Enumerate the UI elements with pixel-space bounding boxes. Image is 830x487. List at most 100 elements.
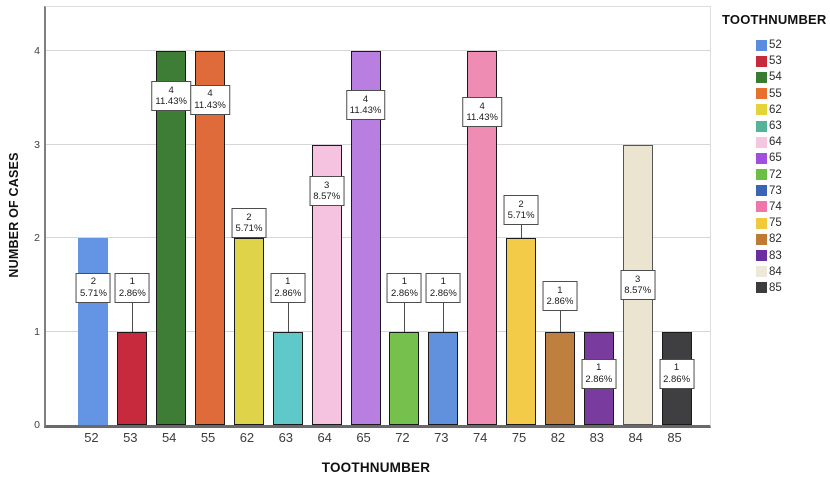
bar-percent-55: 11.43% [194,99,226,111]
bar-count-73: 1 [440,276,446,288]
legend-label-74: 74 [769,200,782,213]
bar-62 [233,238,264,425]
bar-label-53: 1 2.86% [114,272,150,303]
bar-label-84: 3 8.57% [620,269,656,300]
category-slot-55: 4 11.43% [190,7,230,425]
legend-label-64: 64 [769,136,782,149]
gridline-y-4 [46,50,710,51]
legend-swatch-65 [756,152,767,164]
bar-label-74: 4 11.43% [462,96,502,127]
bar-label-63: 1 2.86% [270,272,306,303]
x-tick-label-52: 52 [84,430,99,445]
bar-73 [428,331,459,425]
legend-swatch-64 [756,136,767,148]
category-slot-63: 1 2.86% [268,7,307,425]
legend-title: TOOTHNUMBER [722,12,827,27]
bar-label-83: 1 2.86% [581,358,617,389]
legend-swatch-52 [756,39,767,51]
bar-label-75: 2 5.71% [503,194,539,225]
x-tick-label-64: 64 [317,430,332,445]
legend-swatch-83 [756,250,767,262]
x-tick-label-84: 84 [628,430,643,445]
bar-percent-82: 2.86% [546,295,574,307]
legend-label-83: 83 [769,249,782,262]
bar-percent-62: 5.71% [235,223,263,235]
bar-53 [117,331,148,425]
bar-percent-64: 8.57% [313,191,341,203]
bar-75 [506,238,537,425]
legend-label-52: 52 [769,39,782,52]
bar-count-74: 4 [479,100,485,112]
bar-count-63: 1 [285,276,291,288]
legend-label-55: 55 [769,87,782,100]
legend-label-65: 65 [769,152,782,165]
bar-percent-73: 2.86% [429,287,457,299]
legend-swatch-53 [756,55,767,67]
bar-percent-74: 11.43% [466,111,498,123]
legend-swatch-82 [756,233,767,245]
category-slot-54: 4 11.43% [151,7,191,425]
bar-label-82: 1 2.86% [542,280,578,311]
category-slot-83: 1 2.86% [579,7,618,425]
legend-label-63: 63 [769,120,782,133]
legend-item-65: 65 [706,150,828,166]
bar-count-84: 3 [635,273,641,285]
bar-52 [78,238,109,425]
legend-swatch-54 [756,71,767,83]
bar-count-64: 3 [324,180,330,192]
bar-percent-54: 11.43% [155,95,187,107]
legend-item-63: 63 [706,118,828,134]
x-axis-title: TOOTHNUMBER [321,460,431,475]
legend-item-55: 55 [706,86,828,102]
bar-label-leader-53 [132,302,134,332]
legend-label-82: 82 [769,233,782,246]
y-tick-label-3: 3 [34,138,40,151]
bar-label-leader-63 [287,302,289,332]
legend-item-74: 74 [706,199,828,215]
category-slot-64: 3 8.57% [307,7,346,425]
bar-count-62: 2 [246,211,252,223]
bar-count-85: 1 [673,362,680,374]
y-tick-label-2: 2 [34,232,40,244]
legend-item-84: 84 [706,264,828,280]
bar-percent-53: 2.86% [118,287,146,299]
x-tick-label-73: 73 [434,430,449,445]
category-slot-53: 1 2.86% [113,7,152,425]
bar-count-53: 1 [129,276,135,288]
bar-percent-52: 5.71% [79,287,107,299]
bar-percent-83: 2.86% [585,373,613,385]
x-tick-label-83: 83 [589,430,605,445]
bar-count-82: 1 [557,284,563,296]
plot-area: 0 1 2 3 4 2 5.71% 1 2.86% 4 11.43% 4 11.43% 2 5.71% 1 2.… [34,6,711,431]
category-slot-85: 1 2.86% [657,7,696,425]
bar-label-73: 1 2.86% [425,272,461,303]
bar-label-leader-75 [521,224,523,238]
bar-label-62: 2 5.71% [231,208,267,239]
bar-count-54: 4 [168,84,174,96]
bar-count-83: 1 [596,362,602,374]
legend-swatch-55 [756,88,767,100]
bar-count-52: 2 [90,276,97,288]
legend-items: 52 53 54 55 62 63 64 65 72 73 74 75 82 83 84 85 [706,37,828,296]
bar-label-65: 4 11.43% [345,90,386,121]
category-slot-82: 1 2.86% [541,7,580,425]
legend-item-82: 82 [706,231,828,247]
legend-item-62: 62 [706,102,828,118]
legend-swatch-73 [756,185,767,197]
category-slot-84: 3 8.57% [618,7,657,425]
y-tick-label-4: 4 [34,45,40,57]
bar-percent-84: 8.57% [624,284,652,296]
bar-count-65: 4 [362,94,369,106]
x-tick-label-65: 65 [356,430,371,445]
legend-swatch-72 [756,169,767,181]
legend-item-73: 73 [706,183,828,199]
bar-label-85: 1 2.86% [659,358,695,389]
bar-count-55: 4 [207,88,213,100]
category-slot-72: 1 2.86% [385,7,424,425]
legend-label-54: 54 [769,71,782,84]
x-tick-label-62: 62 [239,430,255,445]
bar-label-64: 3 8.57% [309,176,345,207]
bar-label-54: 4 11.43% [151,80,191,111]
x-tick-label-74: 74 [472,430,488,445]
